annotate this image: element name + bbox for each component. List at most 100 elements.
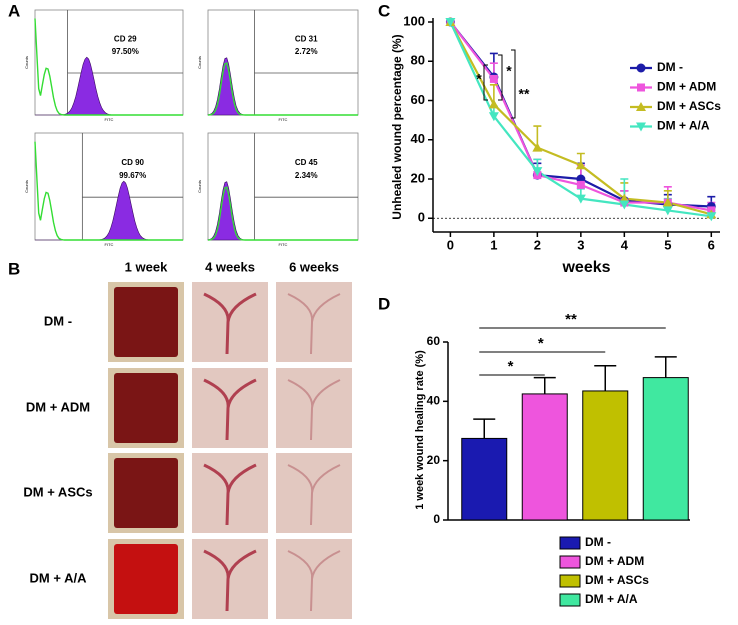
axis-label: FITC	[105, 117, 114, 122]
scar	[287, 379, 341, 441]
legend-label: DM + A/A	[657, 119, 710, 133]
data-point	[706, 212, 717, 222]
marker-name: CD 90	[121, 158, 144, 167]
wound-photo	[192, 368, 268, 448]
bar	[461, 437, 508, 521]
axis-label: FITC	[105, 242, 114, 247]
data-point	[575, 160, 586, 170]
axis-label: Counts	[197, 180, 202, 193]
error-bar	[533, 376, 556, 394]
control-histogram	[207, 62, 358, 116]
x-tick-label: 2	[534, 237, 541, 252]
data-point	[488, 99, 499, 109]
marker-name: CD 31	[295, 35, 318, 44]
error-bar	[594, 364, 617, 391]
marker-percent: 97.50%	[112, 47, 139, 56]
x-tick-label: 6	[708, 237, 715, 252]
wound-photo	[192, 539, 268, 619]
x-tick-label: 4	[621, 237, 629, 252]
x-axis-title: weeks	[561, 259, 610, 276]
y-tick-label: 40	[411, 131, 425, 146]
x-tick-label: 0	[447, 237, 454, 252]
histogram-frame	[34, 132, 184, 241]
y-axis-title: 1 week wound healing rate (%)	[414, 350, 426, 510]
y-tick-label: 0	[433, 512, 440, 526]
error-bar	[473, 418, 496, 439]
axis-label: Counts	[197, 56, 202, 69]
legend-label: DM -	[585, 535, 611, 549]
panel-label: B	[8, 259, 20, 278]
wound-photo	[192, 282, 268, 362]
row-label: DM + A/A	[30, 570, 88, 585]
y-tick-label: 20	[411, 170, 425, 185]
significance-mark: **	[565, 311, 577, 328]
data-point	[619, 200, 630, 210]
scar	[287, 293, 341, 355]
x-tick-label: 5	[664, 237, 671, 252]
legend-label: DM + ASCs	[657, 99, 721, 113]
wound	[114, 373, 178, 443]
data-point	[619, 193, 630, 203]
y-tick-label: 80	[411, 53, 425, 68]
significance-bracket	[483, 49, 516, 119]
y-tick-label: 0	[418, 210, 425, 225]
panel-label: D	[378, 294, 390, 313]
column-header: 1 week	[125, 259, 168, 274]
wound	[114, 458, 178, 528]
significance-mark: *	[508, 358, 514, 375]
scar	[203, 549, 257, 612]
data-point	[576, 180, 585, 189]
y-tick-label: 60	[411, 92, 425, 107]
row-label: DM + ASCs	[23, 484, 92, 499]
data-point	[662, 197, 673, 207]
wound	[114, 544, 178, 614]
legend-marker	[636, 122, 646, 132]
y-axis-title: Unhealed wound percentage (%)	[390, 34, 404, 219]
column-header: 4 weeks	[205, 259, 255, 274]
column-header: 6 weeks	[289, 259, 339, 274]
bar	[521, 393, 568, 521]
axis-label: FITC	[279, 117, 288, 122]
legend-swatch	[559, 536, 581, 550]
x-tick-label: 1	[490, 237, 497, 252]
axis-label: Counts	[24, 56, 29, 69]
wound-photo	[192, 453, 268, 533]
y-tick-label: 100	[403, 13, 425, 28]
legend-label: DM + ASCs	[585, 573, 649, 587]
legend-swatch	[559, 574, 581, 588]
scar	[203, 292, 257, 355]
scar	[287, 550, 341, 612]
legend-label: DM + ADM	[585, 554, 644, 568]
error-bar	[654, 356, 677, 378]
y-tick-label: 40	[427, 394, 441, 408]
row-label: DM -	[44, 313, 72, 328]
wound-photo	[276, 539, 352, 619]
legend-label: DM + ADM	[657, 80, 716, 94]
panel-label: C	[378, 1, 390, 20]
marker-name: CD 29	[114, 35, 137, 44]
bar	[642, 377, 689, 521]
legend-swatch	[559, 555, 581, 569]
scar	[203, 463, 257, 526]
y-tick-label: 20	[427, 453, 441, 467]
significance-mark: *	[476, 71, 482, 87]
wound-photo	[276, 453, 352, 533]
data-point	[662, 206, 673, 216]
data-point	[488, 112, 499, 122]
control-histogram	[34, 18, 183, 116]
control-histogram	[207, 186, 358, 241]
bar	[582, 390, 629, 521]
legend-swatch	[559, 593, 581, 607]
legend-label: DM -	[657, 60, 683, 74]
marker-percent: 99.67%	[119, 171, 146, 180]
marker-percent: 2.72%	[295, 47, 318, 56]
significance-mark: *	[538, 335, 544, 352]
panel-label: A	[8, 1, 20, 20]
legend-marker	[637, 83, 645, 92]
row-label: DM + ADM	[26, 399, 90, 414]
data-point	[575, 194, 586, 204]
legend-marker	[636, 63, 646, 73]
wound-photo	[276, 368, 352, 448]
legend-label: DM + A/A	[585, 592, 638, 606]
